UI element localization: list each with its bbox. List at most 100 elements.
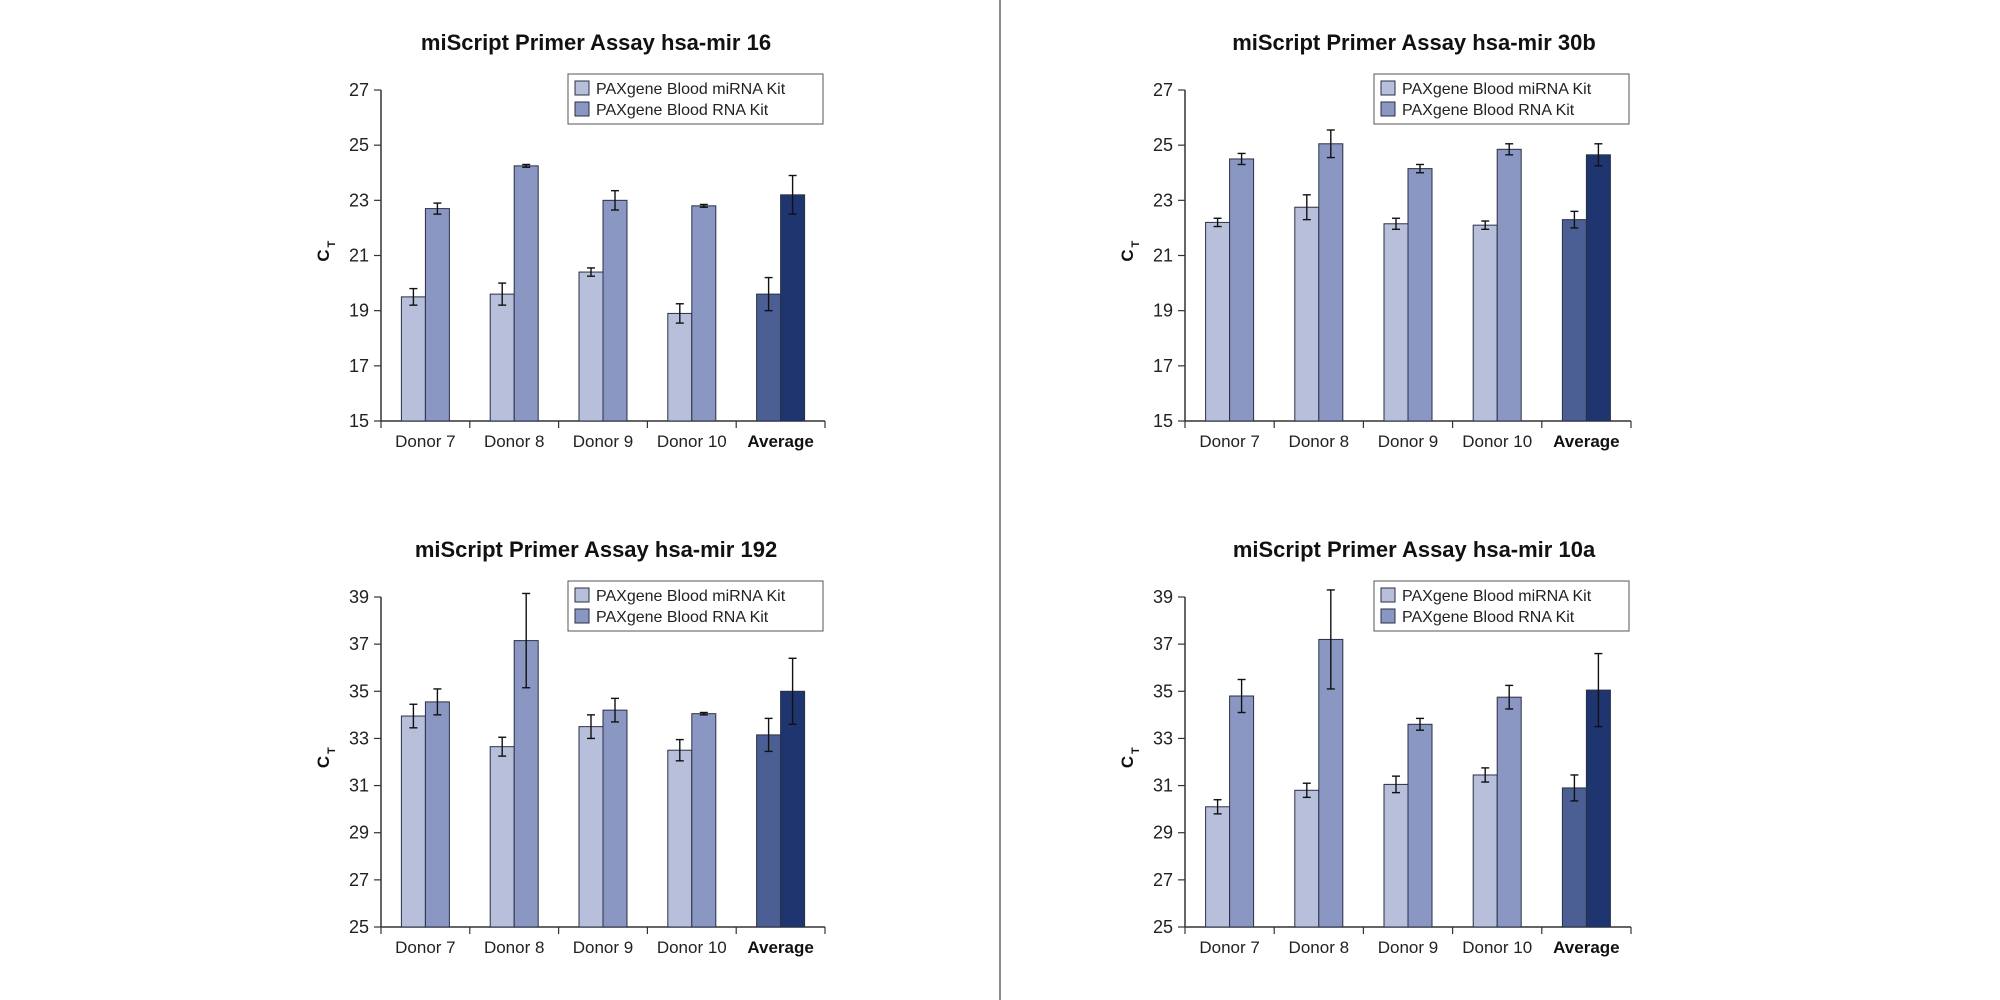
x-category-label: Donor 8 bbox=[1289, 938, 1349, 957]
x-category-label: Average bbox=[747, 432, 813, 451]
y-tick-label: 37 bbox=[1153, 634, 1173, 654]
y-axis-label-subscript: T bbox=[1130, 241, 1142, 248]
chart-legend: PAXgene Blood miRNA Kit PAXgene Blood RNA… bbox=[567, 580, 824, 632]
y-tick-label: 15 bbox=[1153, 411, 1173, 431]
x-category-label: Donor 9 bbox=[573, 432, 633, 451]
y-tick-label: 21 bbox=[1153, 246, 1173, 266]
x-category-label: Donor 10 bbox=[1462, 432, 1532, 451]
bar-series-1-donor-8 bbox=[489, 746, 515, 928]
legend-box bbox=[1373, 73, 1630, 125]
bar-series-1-average bbox=[756, 734, 782, 928]
legend-label-1: PAXgene Blood miRNA Kit bbox=[596, 81, 786, 98]
y-axis-label-main: C bbox=[1118, 249, 1137, 261]
y-tick-label: 15 bbox=[349, 411, 369, 431]
y-tick-label: 29 bbox=[1153, 823, 1173, 843]
legend-swatch-2 bbox=[1380, 101, 1396, 117]
bar-series-2-average bbox=[780, 690, 806, 928]
legend-swatch-1 bbox=[574, 80, 590, 96]
bar-series-1-average bbox=[756, 293, 782, 422]
x-category-label: Average bbox=[1553, 938, 1619, 957]
bar-series-2-donor-9 bbox=[1407, 723, 1433, 928]
x-category-label: Donor 9 bbox=[1378, 938, 1438, 957]
y-axis-label: CT bbox=[1118, 747, 1142, 768]
y-tick-label: 35 bbox=[1153, 681, 1173, 701]
y-tick-label: 23 bbox=[1153, 190, 1173, 210]
legend-swatch-2 bbox=[574, 608, 590, 624]
x-category-label: Donor 9 bbox=[1378, 432, 1438, 451]
legend-box bbox=[567, 73, 824, 125]
legend-label-1: PAXgene Blood miRNA Kit bbox=[1402, 81, 1592, 98]
x-category-label: Average bbox=[1553, 432, 1619, 451]
legend-label-1: PAXgene Blood miRNA Kit bbox=[1402, 588, 1592, 605]
y-tick-label: 25 bbox=[349, 135, 369, 155]
legend-label-2: PAXgene Blood RNA Kit bbox=[596, 609, 769, 626]
y-tick-label: 29 bbox=[349, 823, 369, 843]
bar-series-1-donor-10 bbox=[1472, 224, 1498, 422]
y-tick-label: 27 bbox=[1153, 80, 1173, 100]
x-category-label: Donor 10 bbox=[1462, 938, 1532, 957]
chart-legend: PAXgene Blood miRNA Kit PAXgene Blood RNA… bbox=[567, 73, 824, 125]
x-category-label: Average bbox=[747, 938, 813, 957]
y-tick-label: 23 bbox=[349, 190, 369, 210]
chart-title: miScript Primer Assay hsa-mir 30b bbox=[1232, 30, 1596, 55]
y-axis-label: CT bbox=[314, 241, 338, 262]
legend-box bbox=[1373, 580, 1630, 632]
x-category-label: Donor 7 bbox=[395, 432, 455, 451]
bar-series-1-average bbox=[1561, 787, 1587, 928]
y-tick-label: 21 bbox=[349, 246, 369, 266]
chart-panel-4: miScript Primer Assay hsa-mir 10a 25 27 29 3… bbox=[1118, 537, 1632, 957]
chart-legend: PAXgene Blood miRNA Kit PAXgene Blood RNA… bbox=[1373, 580, 1630, 632]
y-tick-label: 33 bbox=[349, 728, 369, 748]
bar-series-2-donor-8 bbox=[1318, 143, 1344, 422]
bar-series-2-donor-7 bbox=[424, 701, 450, 928]
x-category-label: Donor 9 bbox=[573, 938, 633, 957]
bar-series-2-donor-10 bbox=[1496, 148, 1522, 422]
legend-swatch-2 bbox=[1380, 608, 1396, 624]
bar-series-2-donor-10 bbox=[1496, 696, 1522, 928]
bar-series-1-donor-7 bbox=[400, 715, 426, 928]
x-category-label: Donor 8 bbox=[1289, 432, 1349, 451]
legend-swatch-2 bbox=[574, 101, 590, 117]
bar-series-1-donor-7 bbox=[1205, 806, 1231, 928]
chart-title: miScript Primer Assay hsa-mir 16 bbox=[421, 30, 771, 55]
bar-series-2-average bbox=[1585, 689, 1611, 928]
y-tick-label: 31 bbox=[349, 776, 369, 796]
y-tick-label: 27 bbox=[1153, 870, 1173, 890]
y-tick-label: 31 bbox=[1153, 776, 1173, 796]
x-category-label: Donor 7 bbox=[395, 938, 455, 957]
y-axis-label-subscript: T bbox=[1130, 747, 1142, 754]
y-tick-label: 39 bbox=[1153, 587, 1173, 607]
bar-series-1-donor-10 bbox=[667, 749, 693, 928]
chart-panel-1: miScript Primer Assay hsa-mir 16 15 17 19 21… bbox=[314, 30, 826, 451]
x-category-label: Donor 8 bbox=[484, 432, 544, 451]
chart-title: miScript Primer Assay hsa-mir 10a bbox=[1233, 537, 1596, 562]
bar-series-1-donor-7 bbox=[400, 296, 426, 422]
y-axis-label-main: C bbox=[1118, 756, 1137, 768]
bar-series-2-average bbox=[1585, 154, 1611, 422]
y-axis-label-main: C bbox=[314, 249, 333, 261]
bar-series-2-average bbox=[780, 194, 806, 422]
y-axis-label: CT bbox=[1118, 241, 1142, 262]
legend-label-1: PAXgene Blood miRNA Kit bbox=[596, 588, 786, 605]
bar-series-1-donor-8 bbox=[489, 293, 515, 422]
chart-panel-3: miScript Primer Assay hsa-mir 192 25 27 29 3… bbox=[314, 537, 826, 957]
bar-series-2-donor-9 bbox=[602, 199, 628, 422]
legend-box bbox=[567, 580, 824, 632]
bar-series-2-donor-7 bbox=[424, 208, 450, 422]
legend-swatch-1 bbox=[1380, 587, 1396, 603]
chart-title: miScript Primer Assay hsa-mir 192 bbox=[415, 537, 777, 562]
y-tick-label: 25 bbox=[1153, 917, 1173, 937]
y-tick-label: 17 bbox=[349, 356, 369, 376]
y-axis-label-subscript: T bbox=[326, 747, 338, 754]
y-tick-label: 35 bbox=[349, 681, 369, 701]
y-tick-label: 25 bbox=[349, 917, 369, 937]
x-category-label: Donor 7 bbox=[1199, 938, 1259, 957]
y-tick-label: 25 bbox=[1153, 135, 1173, 155]
y-tick-label: 19 bbox=[1153, 301, 1173, 321]
chart-legend: PAXgene Blood miRNA Kit PAXgene Blood RNA… bbox=[1373, 73, 1630, 125]
y-axis-label-subscript: T bbox=[326, 241, 338, 248]
x-category-label: Donor 7 bbox=[1199, 432, 1259, 451]
bar-series-1-donor-9 bbox=[1383, 223, 1409, 422]
y-tick-label: 19 bbox=[349, 301, 369, 321]
